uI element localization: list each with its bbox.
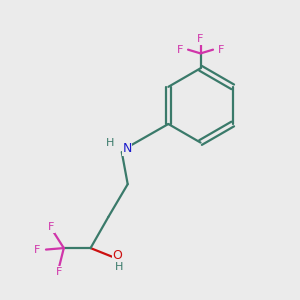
Text: F: F — [218, 45, 224, 55]
Text: O: O — [112, 249, 122, 262]
Text: H: H — [106, 138, 115, 148]
Text: F: F — [177, 45, 184, 55]
Text: F: F — [48, 222, 54, 232]
Text: H: H — [115, 262, 123, 272]
Text: N: N — [122, 142, 132, 155]
Text: F: F — [34, 244, 40, 255]
Text: F: F — [197, 34, 204, 44]
Text: F: F — [56, 267, 62, 277]
